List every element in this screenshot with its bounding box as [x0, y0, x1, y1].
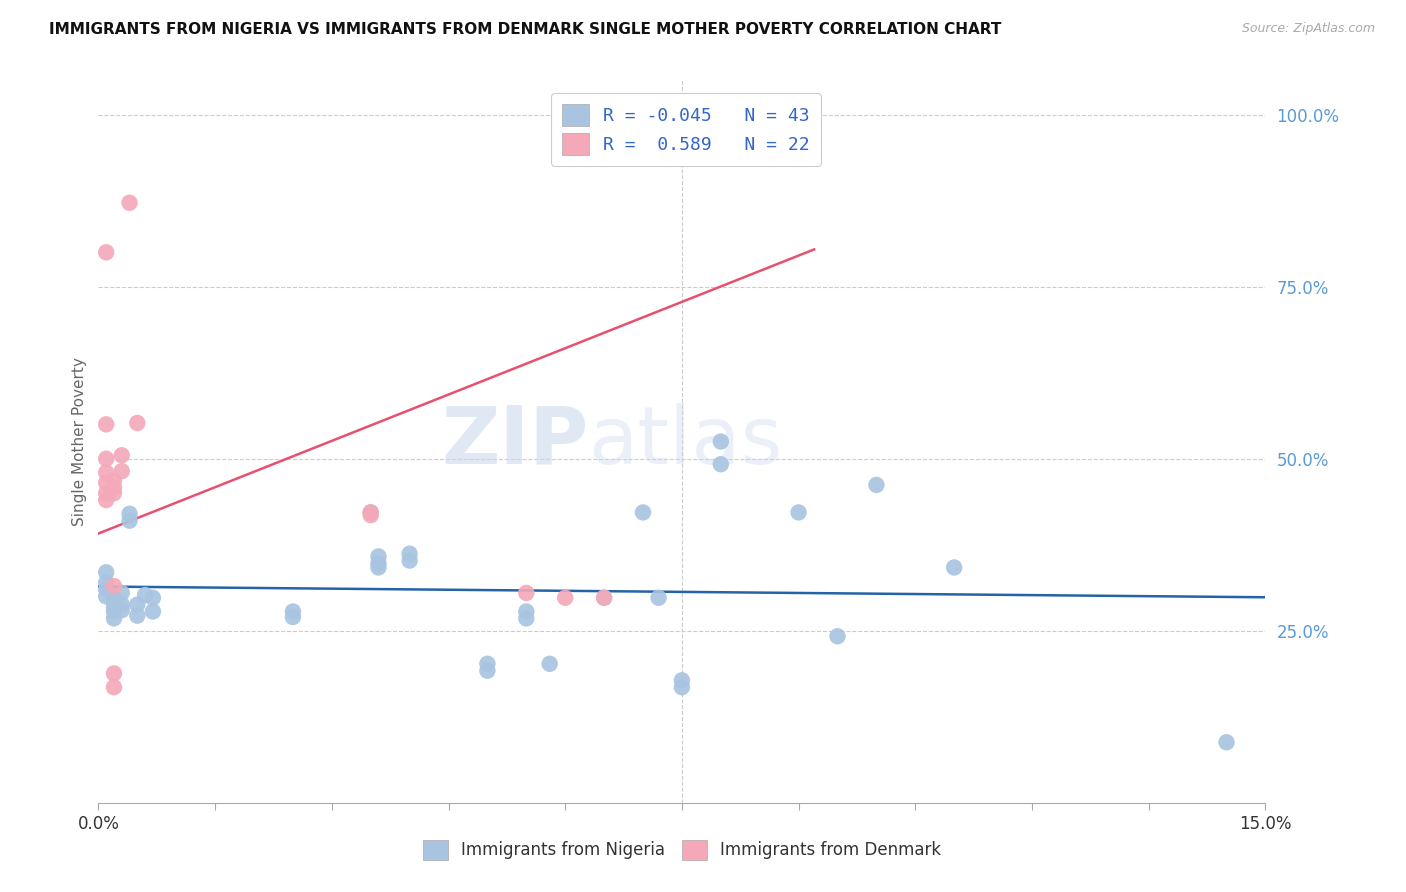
Point — [103, 579, 125, 593]
Point — [103, 599, 125, 614]
Point — [360, 505, 382, 519]
Point — [398, 547, 420, 561]
Point — [1215, 735, 1237, 749]
Point — [515, 611, 537, 625]
Point — [111, 598, 134, 612]
Point — [367, 549, 389, 564]
Point — [142, 591, 165, 605]
Point — [96, 575, 118, 590]
Point — [360, 505, 382, 519]
Point — [127, 598, 149, 612]
Point — [111, 586, 134, 600]
Point — [631, 505, 654, 519]
Point — [710, 457, 733, 471]
Point — [360, 508, 382, 523]
Y-axis label: Single Mother Poverty: Single Mother Poverty — [72, 357, 87, 526]
Point — [538, 657, 561, 671]
Point — [111, 464, 134, 478]
Point — [118, 195, 141, 210]
Point — [96, 475, 118, 490]
Point — [127, 608, 149, 623]
Point — [827, 629, 849, 643]
Point — [865, 478, 887, 492]
Point — [96, 493, 118, 508]
Point — [127, 416, 149, 430]
Legend: Immigrants from Nigeria, Immigrants from Denmark: Immigrants from Nigeria, Immigrants from… — [416, 833, 948, 867]
Point — [671, 680, 693, 694]
Point — [103, 592, 125, 607]
Point — [103, 666, 125, 681]
Point — [111, 448, 134, 462]
Text: ZIP: ZIP — [441, 402, 589, 481]
Point — [477, 664, 499, 678]
Point — [593, 591, 616, 605]
Point — [118, 514, 141, 528]
Text: atlas: atlas — [589, 402, 783, 481]
Point — [103, 481, 125, 495]
Point — [477, 657, 499, 671]
Point — [96, 486, 118, 500]
Point — [96, 582, 118, 597]
Point — [515, 605, 537, 619]
Point — [118, 507, 141, 521]
Point — [96, 245, 118, 260]
Text: IMMIGRANTS FROM NIGERIA VS IMMIGRANTS FROM DENMARK SINGLE MOTHER POVERTY CORRELA: IMMIGRANTS FROM NIGERIA VS IMMIGRANTS FR… — [49, 22, 1001, 37]
Point — [398, 553, 420, 567]
Point — [671, 673, 693, 688]
Point — [103, 474, 125, 488]
Point — [281, 610, 304, 624]
Point — [103, 486, 125, 500]
Point — [710, 434, 733, 449]
Point — [103, 680, 125, 694]
Point — [103, 611, 125, 625]
Point — [96, 590, 118, 604]
Point — [943, 560, 966, 574]
Text: Source: ZipAtlas.com: Source: ZipAtlas.com — [1241, 22, 1375, 36]
Point — [554, 591, 576, 605]
Point — [787, 505, 810, 519]
Point — [96, 566, 118, 580]
Point — [281, 605, 304, 619]
Point — [96, 417, 118, 432]
Point — [111, 603, 134, 617]
Point — [593, 591, 616, 605]
Point — [142, 605, 165, 619]
Point — [103, 605, 125, 619]
Point — [96, 466, 118, 480]
Point — [367, 560, 389, 574]
Point — [515, 586, 537, 600]
Point — [96, 451, 118, 466]
Point — [367, 557, 389, 571]
Point — [647, 591, 669, 605]
Point — [134, 588, 156, 602]
